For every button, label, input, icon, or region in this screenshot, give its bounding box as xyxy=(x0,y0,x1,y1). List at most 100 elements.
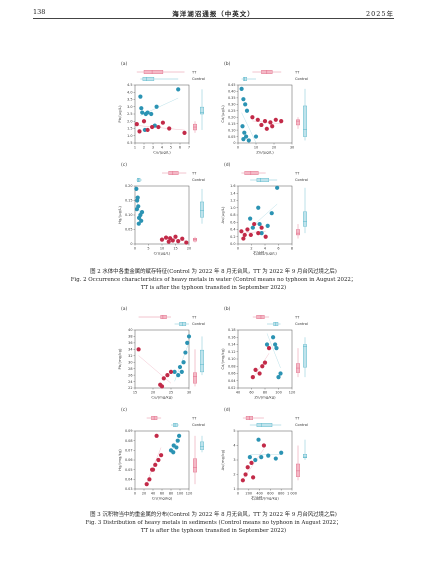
fig2-b-control-point xyxy=(246,138,251,143)
fig2-b-x-tick-label: 0 xyxy=(237,146,239,150)
fig3-b-y-tick-label: 0.04 xyxy=(228,379,236,383)
fig3-a-x-tick-label: 25 xyxy=(169,391,173,395)
fig2-c-top-tt-box xyxy=(168,170,179,175)
fig3-d-y-axis-label: As/(mg/kg) xyxy=(220,449,225,470)
fig3-d-control-point xyxy=(266,453,271,458)
fig2-d-y-tick-label: 1.6 xyxy=(230,184,235,188)
fig2-a-y-tick-label: 1.0 xyxy=(127,134,132,138)
fig2-a-control-point xyxy=(139,106,144,111)
fig2-d-tt-point xyxy=(263,234,268,239)
fig2-b-legend-tt: TT xyxy=(294,71,300,75)
fig3-c-tt-point xyxy=(159,453,164,458)
fig2-d-y-tick-label: 0.4 xyxy=(230,228,235,232)
fig3-d-y-tick-label: 2 xyxy=(233,473,235,477)
fig2-b-control-point xyxy=(244,134,249,139)
fig3-d-label: (d) xyxy=(224,407,231,413)
fig2-d-y-tick-label: 0.0 xyxy=(230,242,235,246)
fig3-a-y-tick-label: 34 xyxy=(128,348,132,352)
fig3-c-tt-point xyxy=(147,477,152,482)
fig2-b-x-tick-label: 10 xyxy=(254,146,258,150)
fig2-b-control-point xyxy=(240,124,245,129)
fig3-c-y-tick-label: 0.05 xyxy=(125,468,133,472)
fig2-b-y-tick-label: 0.30 xyxy=(228,103,236,107)
fig2-a-y-tick-label: 2.0 xyxy=(127,119,132,123)
fig2-a-y-tick-label: 0.5 xyxy=(127,141,132,145)
fig3-a-tt-point xyxy=(159,384,165,389)
fig3-d-side-tt-box xyxy=(296,463,301,477)
fig2-a-x-axis-label: Cu/(μg/L) xyxy=(153,150,171,155)
fig3-b-y-tick-label: 0.10 xyxy=(228,357,236,361)
fig2-c-tt-point xyxy=(184,240,189,245)
journal-title: 海洋湖沼通报（中英文） xyxy=(172,10,255,18)
fig2-d-y-tick-label: 0.8 xyxy=(230,213,235,217)
fig2-c-tt-point xyxy=(180,236,185,241)
fig2-a-x-tick-label: 2 xyxy=(143,146,145,150)
fig2-d-x-tick-label: 4 xyxy=(264,247,266,251)
fig3-b-label: (b) xyxy=(224,306,231,312)
fig3-a-y-tick-label: 26 xyxy=(128,373,132,377)
fig3-d-x-tick-label: 400 xyxy=(256,492,262,496)
fig3-a-y-tick-label: 36 xyxy=(128,341,132,345)
fig3-d-panel: (d) 0 200 400 600 800 1 000 1 2 3 4 5 石油烃/(mg/kg) As/… xyxy=(220,407,308,501)
fig3-d-y-tick-label: 1 xyxy=(233,487,235,491)
fig2-c-tt-point xyxy=(163,235,169,240)
fig2-b-y-tick-label: 0 xyxy=(233,141,235,145)
fig2-c-control-point xyxy=(134,207,139,212)
fig3-a-side-control-box xyxy=(199,349,204,373)
fig3-b-x-tick-label: 40 xyxy=(236,391,240,395)
fig2-a-y-tick-label: 4.0 xyxy=(127,90,132,94)
fig2-d-control-point xyxy=(248,216,253,221)
fig3-c-control-point xyxy=(174,445,179,450)
fig3-a-control-point xyxy=(185,340,190,345)
fig2-b-y-tick-label: 0.15 xyxy=(228,122,236,126)
fig2-a-x-tick-label: 4 xyxy=(161,146,163,150)
fig2-b-panel: (b) 0 10 20 30 0 0.05 0.10 0.15 0.20 0.25 0.30 0.35 0… xyxy=(220,61,308,155)
fig3-b-control-trend xyxy=(266,333,281,369)
fig2-b-y-tick-label: 0.05 xyxy=(228,135,236,139)
fig2-d-panel: (d) 0 2 4 6 8 0.0 0.2 0.4 0.6 0.8 1.0 1.2 1.4 1.6 石油烃/(… xyxy=(220,162,308,256)
fig3-c-control-point xyxy=(171,450,176,455)
fig3-c-legend-control: Control xyxy=(192,423,205,427)
fig2-b-side-control-box xyxy=(303,105,308,137)
fig3-c-x-tick-label: 20 xyxy=(142,492,146,496)
fig2-b-y-axis-label: Cd/(μg/L) xyxy=(220,105,225,123)
fig3-d-control-point xyxy=(259,455,264,460)
fig3-b-legend-control: Control xyxy=(295,322,308,326)
fig3-d-control-point xyxy=(253,457,258,463)
fig3-a-legend-tt: TT xyxy=(191,316,197,320)
fig2-a-panel: (a) 1 2 3 4 5 6 7 0.5 1.0 1.5 2.0 2.5 3.0 3.5 4.0 4.5 Cu/… xyxy=(117,61,205,155)
fig3-b-plot-frame xyxy=(237,329,293,389)
fig3-b-control-point xyxy=(278,371,283,376)
fig3-c-y-tick-label: 0.08 xyxy=(125,439,133,443)
fig2-d-control-point xyxy=(265,223,270,228)
fig3-b-control-point xyxy=(276,375,281,380)
fig2-b-control-point xyxy=(242,130,247,135)
fig3-d-tt-point xyxy=(261,443,267,448)
fig2-a-x-tick-label: 1 xyxy=(134,146,136,150)
fig2-d-tt-point xyxy=(241,236,246,241)
fig3-a-panel: (a) 15 20 25 30 22 24 26 28 30 32 34 36 38 40 Cu/(mg/kg… xyxy=(117,306,205,400)
fig2-d-control-point xyxy=(257,221,262,227)
fig3-a-tt-point xyxy=(168,369,174,374)
fig3-d-y-tick-label: 3 xyxy=(233,458,235,462)
fig2-a-x-tick-label: 6 xyxy=(179,146,181,150)
fig3-d-x-axis-label: 石油烃/(mg/kg) xyxy=(251,496,279,501)
fig3-d-tt-point xyxy=(251,475,256,480)
fig3-a-legend-control: Control xyxy=(192,322,205,326)
fig3-c-plot-frame xyxy=(134,430,190,490)
fig3-a-x-tick-label: 30 xyxy=(187,391,191,395)
fig3-a-tt-point xyxy=(161,376,166,381)
fig2-c-x-tick-label: 0 xyxy=(134,247,136,251)
figure2-caption-cn: 图 2 水体中各重金属的赋存特征(Control 为 2022 年 8 月无台风… xyxy=(90,269,337,275)
fig2-b-tt-point xyxy=(279,118,284,124)
fig3-d-tt-point xyxy=(240,478,245,483)
fig2-a-x-tick-label: 5 xyxy=(170,146,172,150)
fig3-d-top-control-box xyxy=(256,423,273,428)
fig2-d-tt-point xyxy=(248,232,253,238)
fig2-b-top-control-box xyxy=(243,76,247,81)
fig2-c-y-tick-label: 0.20 xyxy=(125,184,133,188)
fig3-c-x-tick-label: 40 xyxy=(151,492,155,496)
fig3-a-y-axis-label: Pb/(mg/kg) xyxy=(117,348,122,369)
fig2-d-legend-tt: TT xyxy=(294,172,300,176)
